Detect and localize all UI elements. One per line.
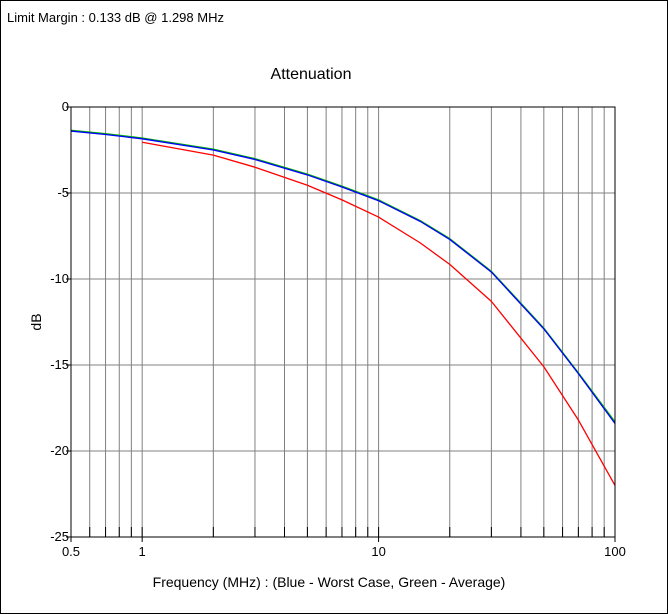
y-tick-label: -10 [50,271,69,286]
x-axis-title: Frequency (MHz) : (Blue - Worst Case, Gr… [153,574,506,590]
x-tick-label: 1 [139,544,146,559]
x-tick-label: 10 [371,544,385,559]
x-tick-label: 0.5 [62,544,80,559]
y-axis-title: dB [28,313,44,330]
y-tick-label: -20 [50,443,69,458]
grid-lines [71,107,615,537]
x-tick-label: 100 [604,544,626,559]
y-tick-label: -5 [57,185,69,200]
series-line-limit [142,141,616,486]
limit-margin-text: Limit Margin : 0.133 dB @ 1.298 MHz [7,10,224,25]
series-line-average [70,129,616,423]
chart-title: Attenuation [271,66,352,83]
y-tick-label: -15 [50,357,69,372]
series-lines [70,129,616,486]
axis-ticks: 0 -5 -10 -15 -20 -250.5 1 10 100 [50,99,626,559]
y-tick-label: 0 [62,99,69,114]
series-line-worst-case [70,130,616,424]
y-tick-label: -25 [50,529,69,544]
plot-border [70,106,616,538]
